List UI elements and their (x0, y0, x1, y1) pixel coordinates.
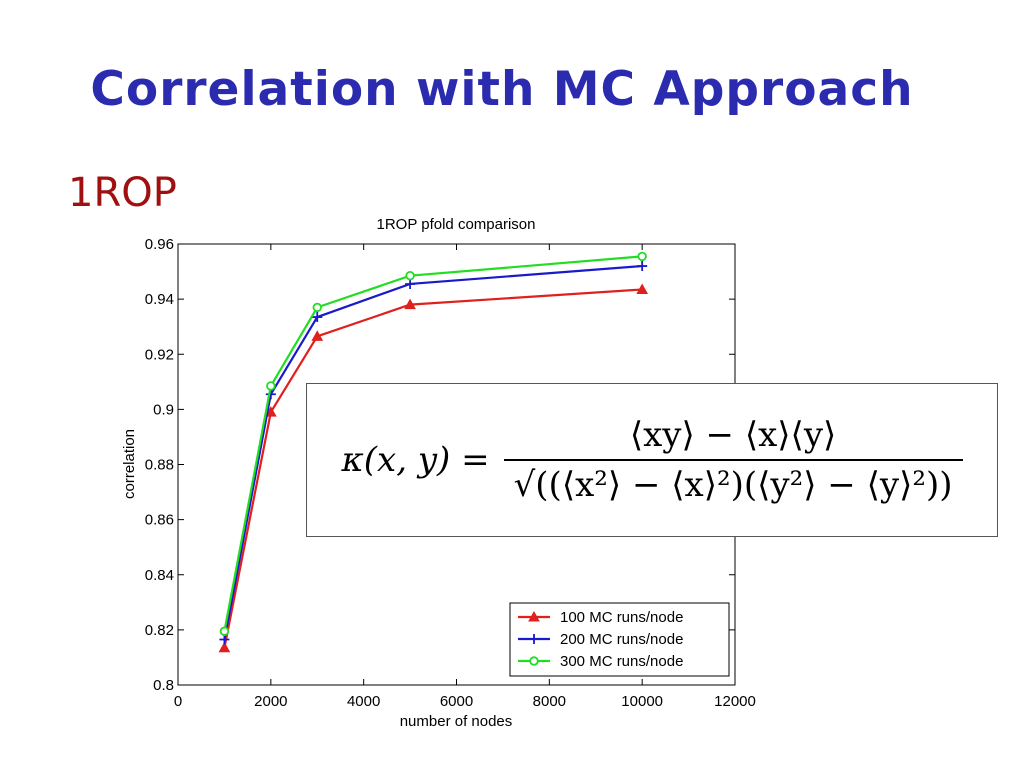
data-point-triangle (311, 330, 324, 341)
data-point-plus (219, 634, 230, 645)
x-tick-label: 6000 (440, 693, 473, 710)
data-point-circle (529, 656, 539, 666)
x-tick-label: 8000 (533, 693, 566, 710)
y-tick-label: 0.8 (153, 677, 174, 694)
formula-numerator: ⟨xy⟩ − ⟨x⟩⟨y⟩ (629, 415, 837, 455)
data-point-circle (312, 302, 322, 313)
formula-denominator: √((⟨x²⟩ − ⟨x⟩²)(⟨y²⟩ − ⟨y⟩²)) (503, 459, 963, 505)
legend: 100 MC runs/node 200 MC runs/node 300 MC r… (509, 602, 730, 677)
data-point-triangle (404, 298, 416, 310)
data-point-triangle (218, 641, 231, 653)
y-axis-label: correlation (121, 429, 138, 499)
data-point-plus (312, 312, 323, 323)
data-point-circle (405, 270, 415, 281)
data-point-plus (637, 261, 648, 272)
data-point-plus (405, 278, 416, 289)
chart-title: 1ROP pfold comparison (377, 216, 536, 233)
formula-box: κ(x, y) = ⟨xy⟩ − ⟨x⟩⟨y⟩ √((⟨x²⟩ − ⟨x⟩²)(… (306, 383, 998, 537)
x-tick-label: 0 (174, 693, 182, 710)
legend-label: 200 MC runs/node (560, 631, 683, 648)
y-tick-label: 0.86 (145, 512, 174, 529)
data-point-circle (219, 626, 230, 636)
x-axis-label: number of nodes (400, 713, 513, 730)
y-tick-label: 0.94 (145, 291, 174, 308)
x-tick-label: 2000 (254, 693, 287, 710)
x-tick-label: 10000 (621, 693, 663, 710)
data-point-triangle (636, 283, 649, 294)
data-point-circle (637, 251, 647, 262)
data-point-triangle (528, 610, 540, 622)
y-tick-label: 0.96 (145, 236, 174, 253)
formula-lhs: κ(x, y) = (341, 440, 490, 480)
formula-fraction: ⟨xy⟩ − ⟨x⟩⟨y⟩ √((⟨x²⟩ − ⟨x⟩²)(⟨y²⟩ − ⟨y⟩… (503, 415, 963, 505)
x-tick-label: 12000 (714, 693, 756, 710)
legend-label: 300 MC runs/node (560, 653, 683, 670)
y-tick-label: 0.9 (153, 401, 174, 418)
subheading: 1ROP (68, 170, 177, 216)
y-tick-label: 0.92 (145, 346, 174, 363)
data-point-circle (266, 381, 276, 391)
slide-title: Correlation with MC Approach (90, 62, 914, 117)
data-point-plus (529, 634, 539, 644)
legend-label: 100 MC runs/node (560, 609, 683, 626)
y-tick-label: 0.84 (145, 567, 174, 584)
correlation-formula: κ(x, y) = ⟨xy⟩ − ⟨x⟩⟨y⟩ √((⟨x²⟩ − ⟨x⟩²)(… (307, 384, 997, 536)
x-tick-label: 4000 (347, 693, 380, 710)
y-tick-label: 0.82 (145, 622, 174, 639)
y-tick-label: 0.88 (145, 457, 174, 474)
